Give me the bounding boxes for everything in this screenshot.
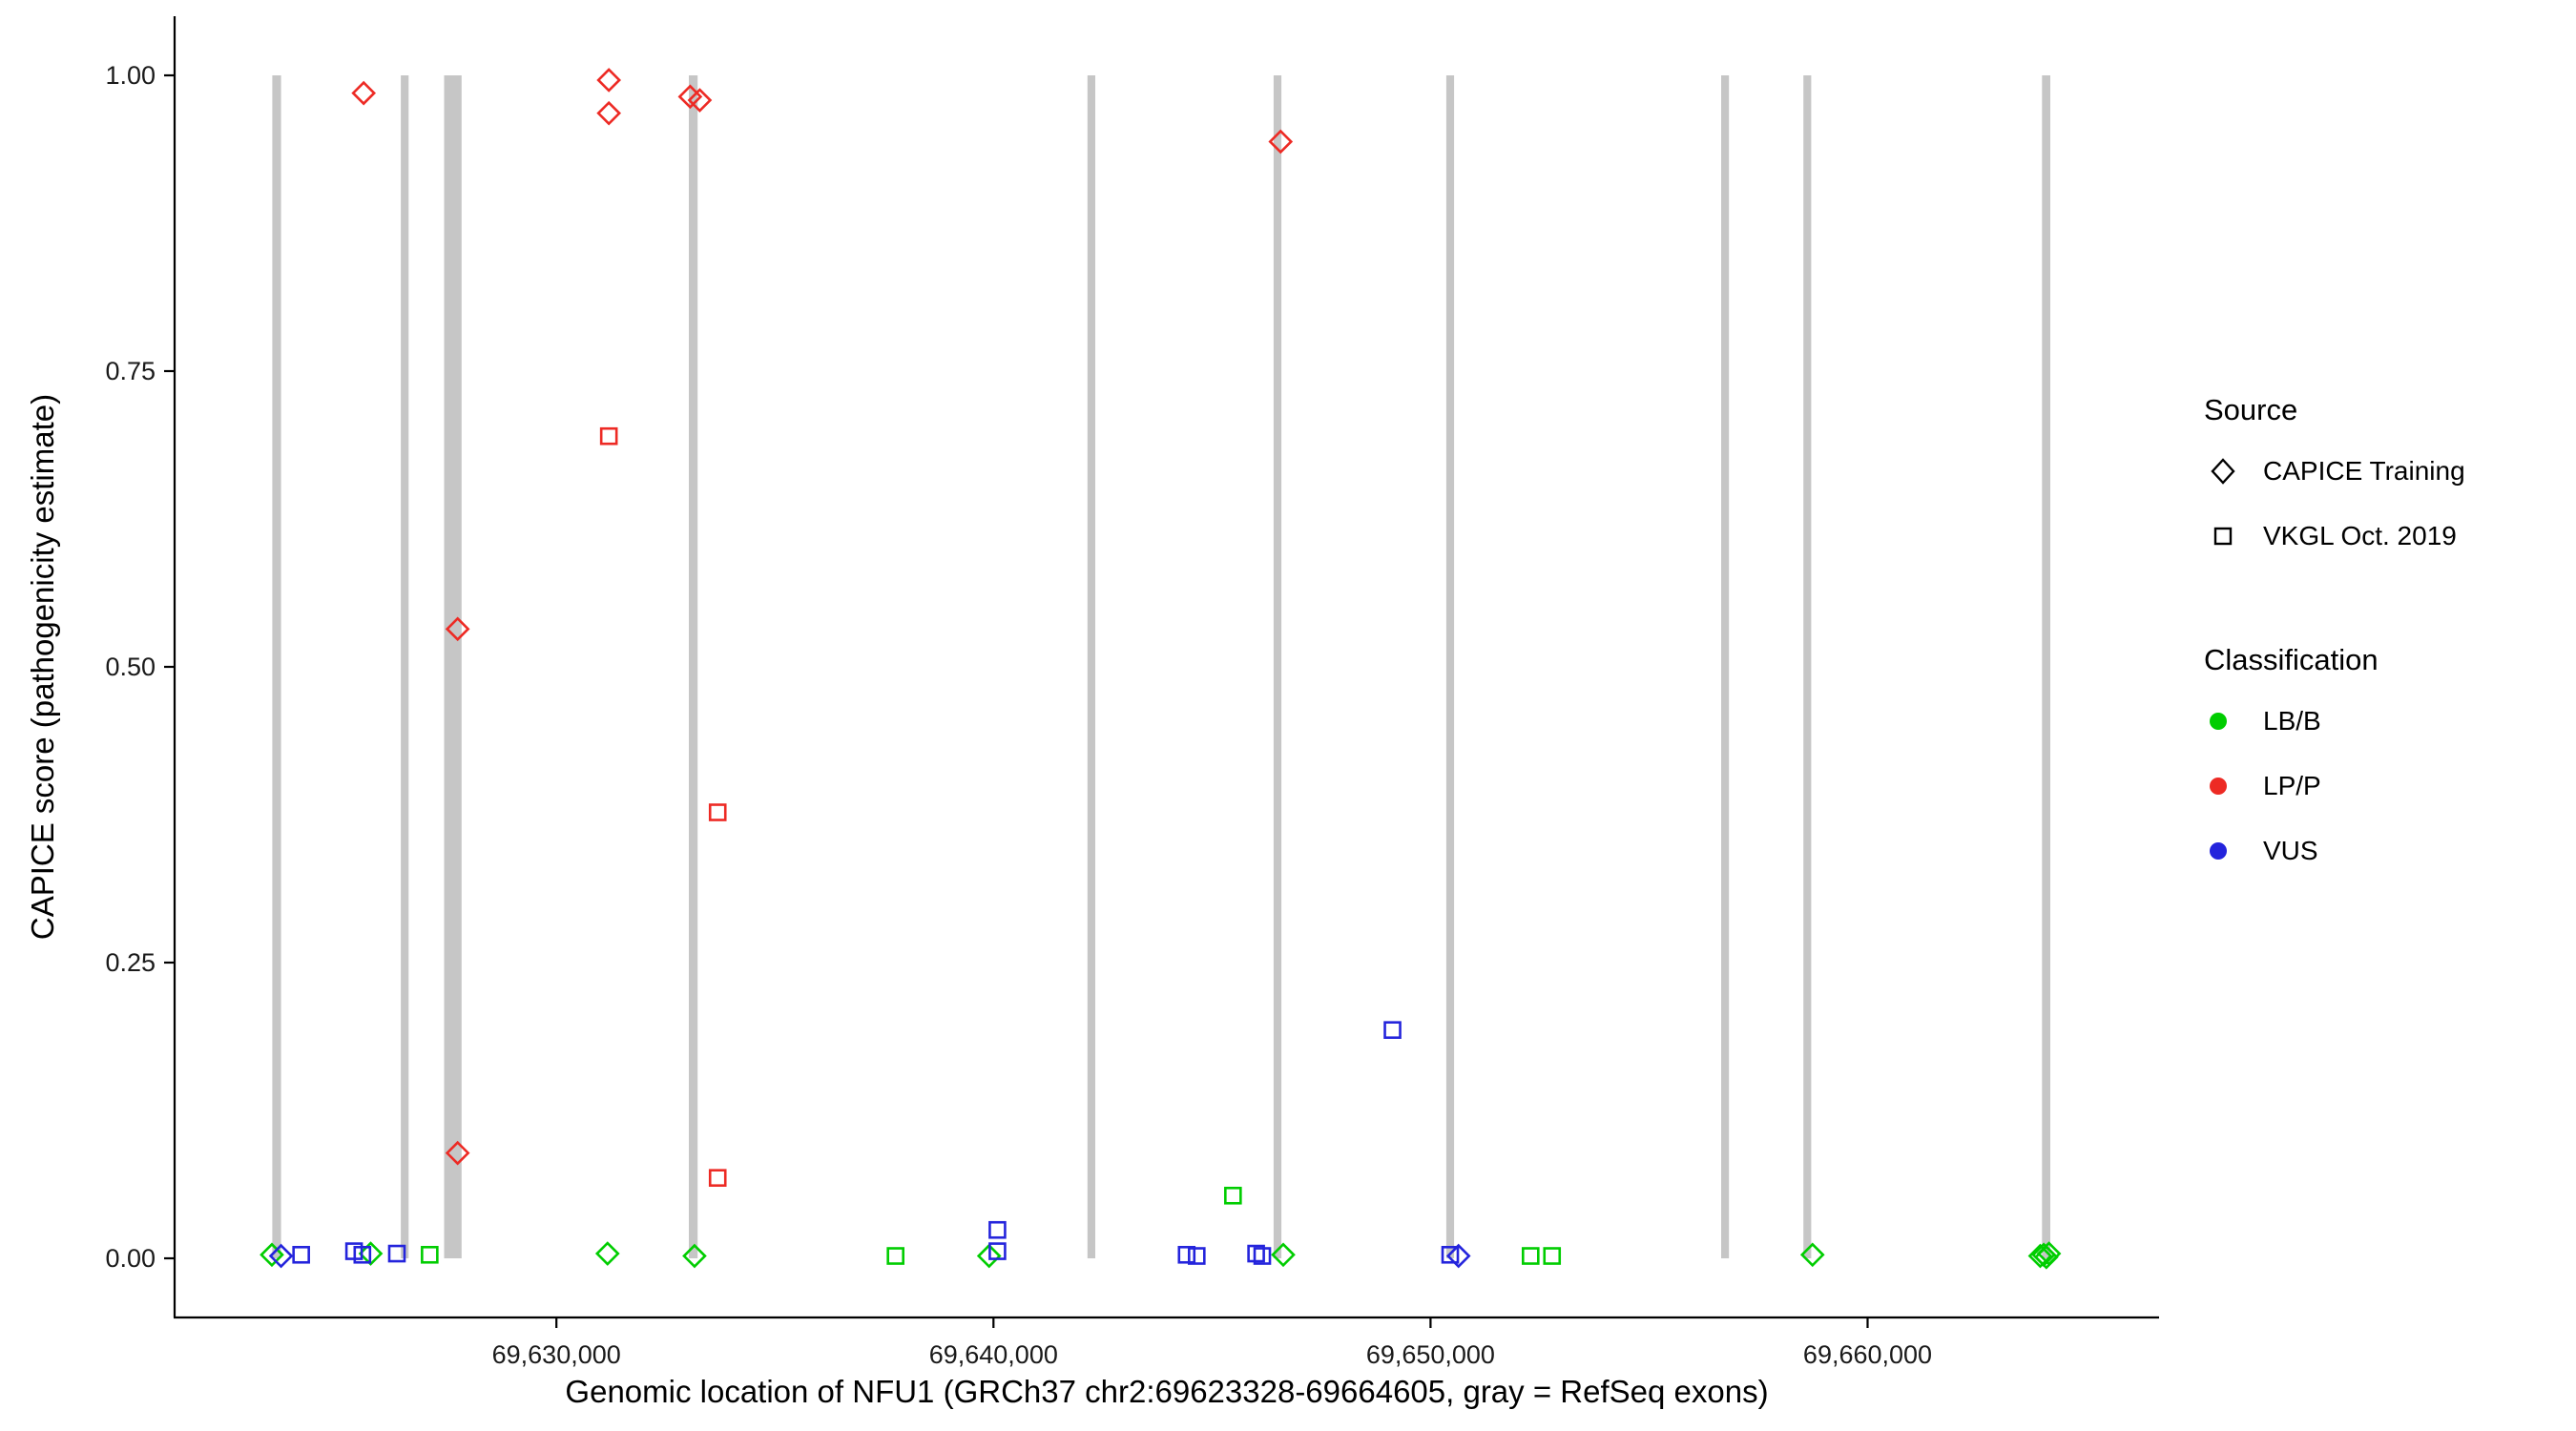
y-tick-label: 0.50 xyxy=(105,653,156,681)
x-tick-label: 69,650,000 xyxy=(1366,1340,1495,1369)
blue-dot-icon xyxy=(2204,832,2246,870)
legend-item-vkgl: VKGL Oct. 2019 xyxy=(2204,517,2566,555)
data-point-diamond xyxy=(1271,1242,1296,1268)
exon-bar xyxy=(444,75,462,1258)
data-point-square xyxy=(988,1220,1007,1239)
data-point-square xyxy=(1383,1021,1402,1039)
exon-bar xyxy=(2042,75,2050,1258)
legend: Source CAPICE Training VKGL Oct. 2019 xyxy=(2204,393,2566,897)
data-point-square xyxy=(1253,1247,1272,1265)
exon-bar xyxy=(1445,75,1455,1258)
data-point-square xyxy=(1521,1247,1540,1265)
x-tick-label: 69,630,000 xyxy=(492,1340,621,1369)
legend-item-lpp: LP/P xyxy=(2204,767,2566,805)
data-point-square xyxy=(353,1245,372,1264)
data-point-diamond xyxy=(594,1241,620,1266)
x-tick-label: 69,660,000 xyxy=(1803,1340,1932,1369)
data-point-diamond xyxy=(687,88,713,113)
exon-bar xyxy=(1803,75,1812,1258)
legend-item-capice-training: CAPICE Training xyxy=(2204,452,2566,490)
data-point-diamond xyxy=(1799,1242,1825,1268)
red-dot-icon xyxy=(2204,767,2246,805)
data-point-square xyxy=(1188,1247,1206,1265)
y-axis-title: CAPICE score (pathogenicity estimate) xyxy=(25,393,60,941)
exon-bar xyxy=(401,75,409,1258)
legend-item-lbb: LB/B xyxy=(2204,702,2566,740)
data-point-diamond xyxy=(682,1243,707,1269)
x-axis-title: Genomic location of NFU1 (GRCh37 chr2:69… xyxy=(565,1374,1769,1409)
data-point-square xyxy=(1247,1244,1265,1263)
data-point-diamond xyxy=(445,616,470,642)
data-point-diamond xyxy=(260,1242,284,1268)
data-point-diamond xyxy=(596,68,622,93)
legend-item-label: LB/B xyxy=(2263,706,2321,736)
data-point-diamond xyxy=(2027,1243,2053,1269)
square-icon xyxy=(2204,517,2246,555)
legend-item-label: VKGL Oct. 2019 xyxy=(2263,521,2457,550)
y-tick-label: 0.25 xyxy=(105,948,156,977)
data-point-square xyxy=(292,1245,310,1264)
data-point-square xyxy=(1441,1245,1460,1264)
legend-group-classification: Classification LB/B LP/P VUS xyxy=(2204,643,2566,870)
diamond-icon xyxy=(2204,452,2246,490)
data-point-diamond xyxy=(358,1241,384,1266)
data-point-square xyxy=(421,1245,439,1264)
green-dot-icon xyxy=(2204,702,2246,740)
data-point-square xyxy=(599,426,618,446)
exon-bar xyxy=(1087,75,1095,1258)
data-point-diamond xyxy=(596,100,622,126)
data-point-diamond xyxy=(1268,129,1294,155)
legend-source-title: Source xyxy=(2204,393,2298,426)
data-point-square xyxy=(1224,1186,1242,1205)
x-tick-label: 69,640,000 xyxy=(929,1340,1058,1369)
data-point-diamond xyxy=(976,1243,1002,1269)
data-point-square xyxy=(1177,1245,1196,1264)
legend-item-label: CAPICE Training xyxy=(2263,456,2465,486)
data-point-square xyxy=(708,803,727,821)
legend-item-label: VUS xyxy=(2263,836,2318,865)
legend-group-source: Source CAPICE Training VKGL Oct. 2019 xyxy=(2204,393,2566,555)
data-point-diamond xyxy=(351,80,377,106)
data-point-square xyxy=(708,1169,727,1187)
exon-bar xyxy=(272,75,281,1258)
y-tick-label: 0.00 xyxy=(105,1244,156,1273)
data-point-square xyxy=(886,1247,904,1265)
data-point-square xyxy=(1543,1247,1562,1265)
exon-bar xyxy=(1273,75,1282,1258)
data-point-diamond xyxy=(445,1140,470,1166)
legend-item-label: LP/P xyxy=(2263,771,2321,800)
data-point-diamond xyxy=(1445,1243,1471,1269)
data-point-diamond xyxy=(268,1243,294,1269)
y-tick-label: 0.75 xyxy=(105,357,156,385)
data-point-square xyxy=(387,1244,406,1263)
y-tick-label: 1.00 xyxy=(105,61,156,90)
legend-item-vus: VUS xyxy=(2204,832,2566,870)
exon-bar xyxy=(1721,75,1730,1258)
exon-bar xyxy=(689,75,698,1258)
data-point-square xyxy=(988,1242,1007,1260)
data-point-diamond xyxy=(2036,1241,2062,1266)
legend-classification-title: Classification xyxy=(2204,643,2379,676)
